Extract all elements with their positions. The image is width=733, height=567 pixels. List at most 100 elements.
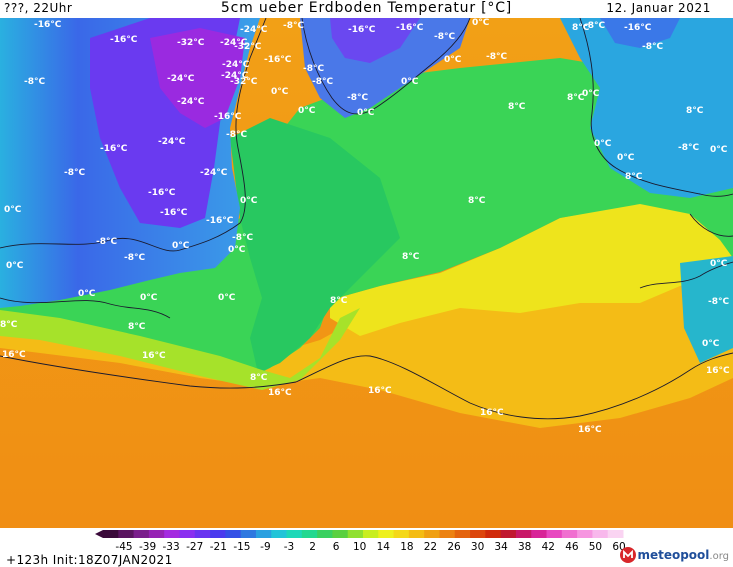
- temp-label: 8°C: [128, 322, 146, 332]
- temp-label: 16°C: [706, 366, 730, 376]
- header: ???, 22Uhr 5cm ueber Erdboden Temperatur…: [0, 0, 733, 18]
- temp-label: -24°C: [167, 74, 195, 84]
- temp-label: 0°C: [298, 106, 316, 116]
- colorbar-swatch: [148, 530, 165, 538]
- colorbar-swatch: [500, 530, 517, 538]
- temperature-labels: -16°C -16°C -32°C -24°C -24°C -32°C -24°…: [0, 18, 730, 435]
- temp-label: 0°C: [702, 339, 720, 349]
- colorbar-swatch: [408, 530, 425, 538]
- temp-label: -8°C: [283, 21, 304, 31]
- temp-label: -24°C: [220, 38, 248, 48]
- atlantic-green-lobe: [230, 118, 400, 373]
- logo-icon: [620, 547, 637, 563]
- colorbar-tick-label: 18: [400, 541, 413, 553]
- colorbar-swatch: [103, 530, 119, 538]
- colorbar-tick-label: -3: [284, 541, 294, 553]
- colorbar-swatch: [485, 530, 502, 538]
- temp-label: 0°C: [240, 196, 258, 206]
- temp-label: -8°C: [708, 297, 729, 307]
- temp-label: -16°C: [396, 23, 424, 33]
- colorbar-swatch: [515, 530, 532, 538]
- greenland-core-region: [330, 18, 420, 63]
- temp-label: 0°C: [357, 108, 375, 118]
- temp-label: 0°C: [594, 139, 612, 149]
- scandinavia-region: [560, 18, 733, 198]
- temp-label: -16°C: [148, 188, 176, 198]
- colorbar-swatch: [347, 530, 364, 538]
- colorbar-swatch: [577, 530, 593, 538]
- temp-label: -24°C: [158, 137, 186, 147]
- temp-label: 0°C: [140, 293, 158, 303]
- colorbar-swatch: [531, 530, 548, 538]
- colorbar-swatch: [592, 530, 609, 538]
- colorbar-swatch: [255, 530, 272, 538]
- temp-label: 0°C: [444, 55, 462, 65]
- temp-label: 0°C: [78, 289, 96, 299]
- colorbar: -45 -39 -33 -27 -21 -15 -9 -3 2 6 10 14 18 22 26 30 34 38…: [95, 530, 626, 553]
- warm-sahara-region: [0, 276, 733, 428]
- colorbar-swatch: [179, 530, 196, 538]
- colorbar-swatch: [133, 530, 150, 538]
- temperature-map: -16°C -16°C -32°C -24°C -24°C -32°C -24°…: [0, 18, 733, 530]
- coastlines: [0, 18, 733, 420]
- temp-label: 16°C: [480, 408, 504, 418]
- colorbar-tick-label: 34: [494, 541, 508, 553]
- yellow-region: [330, 203, 733, 336]
- temp-label: 16°C: [2, 350, 26, 360]
- colorbar-tick-label: 14: [377, 541, 391, 553]
- temp-label: -32°C: [230, 77, 258, 87]
- temp-label: 0°C: [172, 241, 190, 251]
- colorbar-tick-label: -39: [139, 541, 156, 553]
- temp-label: 0°C: [271, 87, 289, 97]
- temp-label: 0°C: [710, 259, 728, 269]
- temp-label: -8°C: [312, 77, 333, 87]
- colorbar-swatch: [561, 530, 578, 538]
- temp-label: -16°C: [110, 35, 138, 45]
- colorbar-tick-label: 30: [471, 541, 484, 553]
- temp-label: 16°C: [268, 388, 292, 398]
- colorbar-tick-label: 2: [309, 541, 316, 553]
- extreme-cold-core-region: [150, 28, 245, 128]
- colorbar-swatch: [470, 530, 486, 538]
- colorbar-swatch: [210, 530, 226, 538]
- logo-text: meteopool.org: [637, 548, 729, 562]
- temp-label: -8°C: [303, 64, 324, 74]
- colorbar-swatch: [271, 530, 288, 538]
- colorbar-swatch: [424, 530, 440, 538]
- colorbar-tick-label: -33: [163, 541, 180, 553]
- temp-label: 0°C: [617, 153, 635, 163]
- colorbar-swatch: [225, 530, 242, 538]
- temp-label: -16°C: [160, 208, 188, 218]
- temp-label: -24°C: [221, 71, 249, 81]
- meteopool-logo[interactable]: meteopool.org: [619, 546, 729, 564]
- colorbar-tick-label: -45: [115, 541, 132, 553]
- colorbar-tick-label: 42: [542, 541, 555, 553]
- temp-label: 16°C: [368, 386, 392, 396]
- temp-label: -8°C: [347, 93, 368, 103]
- colorbar-swatch: [164, 530, 180, 538]
- temp-label: 16°C: [578, 425, 602, 435]
- temp-label: -16°C: [624, 23, 652, 33]
- colorbar-swatch: [332, 530, 349, 538]
- temp-label: -8°C: [124, 253, 145, 263]
- map-title: 5cm ueber Erdboden Temperatur [°C]: [220, 0, 513, 16]
- temp-label: 16°C: [142, 351, 166, 361]
- temp-label: 8°C: [402, 252, 420, 262]
- colorbar-swatch: [317, 530, 333, 538]
- colorbar-tick-label: 22: [424, 541, 437, 553]
- temp-label: -8°C: [486, 52, 507, 62]
- colorbar-swatch: [194, 530, 211, 538]
- temp-label: -16°C: [34, 20, 62, 30]
- temp-label: 8°C: [508, 102, 526, 112]
- colorbar-swatch: [363, 530, 379, 538]
- colorbar-swatch: [301, 530, 318, 538]
- colorbar-swatch: [439, 530, 456, 538]
- temp-label: 0°C: [401, 77, 419, 87]
- temp-label: -24°C: [200, 168, 228, 178]
- temp-label: -8°C: [64, 168, 85, 178]
- temp-label: -16°C: [348, 25, 376, 35]
- colorbar-tick-label: -27: [186, 541, 203, 553]
- forecast-time: ???, 22Uhr: [4, 1, 73, 15]
- temp-label: 0°C: [6, 261, 24, 271]
- temp-label: -8°C: [96, 237, 117, 247]
